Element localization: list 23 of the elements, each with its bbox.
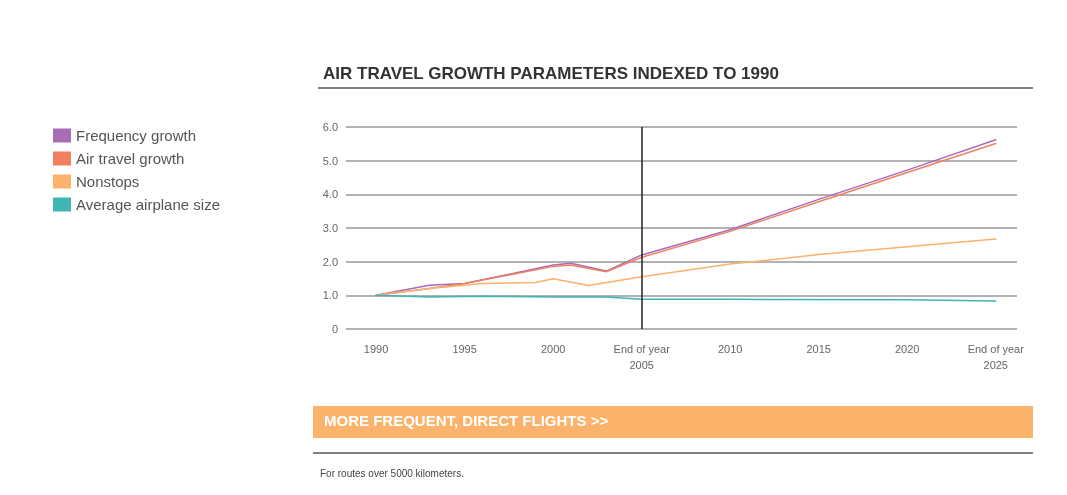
line-series: [375, 238, 997, 297]
chart-title: AIR TRAVEL GROWTH PARAMETERS INDEXED TO 1990: [323, 64, 779, 83]
y-tick-label: 2.0: [322, 255, 338, 268]
legend-label: Air travel growth: [76, 150, 185, 167]
x-tick-label: End of year 2025: [967, 343, 1025, 371]
x-tick-label: End of year 2005: [613, 343, 671, 371]
y-tick-label: 3.0: [322, 222, 338, 234]
y-tick-label: 1.0: [322, 289, 338, 302]
y-tick-label: 5.0: [322, 154, 338, 167]
y-tick-label: 4.0: [322, 188, 338, 201]
x-tick-label: 2020: [894, 343, 920, 355]
legend-label: Frequency growth: [76, 127, 197, 144]
x-tick-label: 2010: [717, 343, 743, 355]
x-tick-label: 1995: [452, 343, 477, 355]
x-tick-label: 1990: [363, 343, 389, 355]
legend-label: Nonstops: [76, 173, 140, 190]
legend-label: Average airplane size: [76, 196, 220, 213]
x-tick-label: 2000: [540, 343, 566, 355]
y-tick-label: 0: [331, 323, 338, 335]
text: For routes over 5000 kilometers.: [320, 467, 464, 479]
y-tick-label: 6.0: [322, 121, 338, 133]
x-tick-label: 2015: [806, 343, 831, 355]
text: MORE FREQUENT, DIRECT FLIGHTS >>: [324, 412, 609, 429]
